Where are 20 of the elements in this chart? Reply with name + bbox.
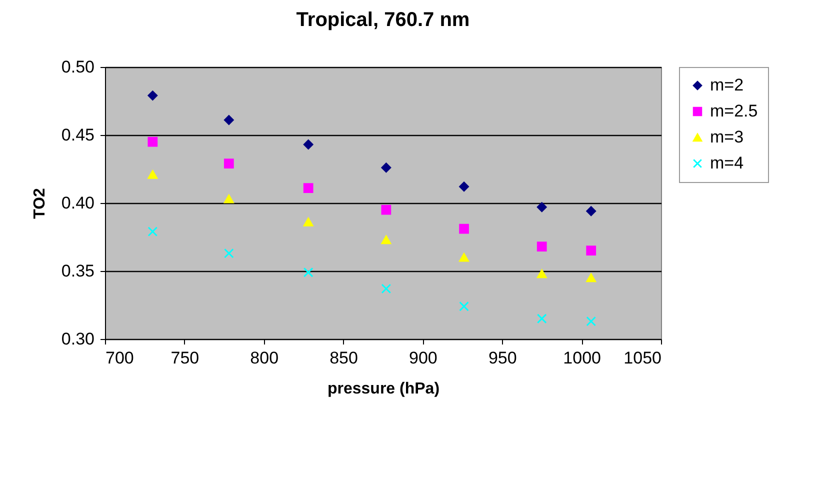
chart-title: Tropical, 760.7 nm bbox=[296, 9, 470, 31]
legend-label: m=3 bbox=[710, 128, 744, 146]
legend-label: m=2 bbox=[710, 76, 744, 94]
x-tick-label: 750 bbox=[170, 348, 200, 368]
x-tick-label: 950 bbox=[488, 348, 517, 368]
x-axis-title: pressure (hPa) bbox=[327, 380, 440, 398]
y-axis-title: TO2 bbox=[31, 188, 48, 219]
y-tick-label: 0.30 bbox=[61, 330, 94, 348]
x-tick-label: 1050 bbox=[624, 348, 662, 368]
x-tick-label: 900 bbox=[409, 348, 438, 368]
x-tick-label: 700 bbox=[106, 348, 134, 368]
y-tick-label: 0.40 bbox=[61, 194, 94, 212]
legend-label: m=4 bbox=[710, 154, 744, 172]
y-tick-label: 0.50 bbox=[61, 58, 94, 76]
y-tick-label: 0.45 bbox=[61, 126, 94, 144]
y-tick-label: 0.35 bbox=[61, 262, 94, 280]
x-tick-label: 800 bbox=[250, 348, 279, 368]
x-tick-label: 1000 bbox=[563, 348, 601, 368]
legend-label: m=2.5 bbox=[710, 102, 758, 120]
x-tick-label: 850 bbox=[330, 348, 358, 368]
